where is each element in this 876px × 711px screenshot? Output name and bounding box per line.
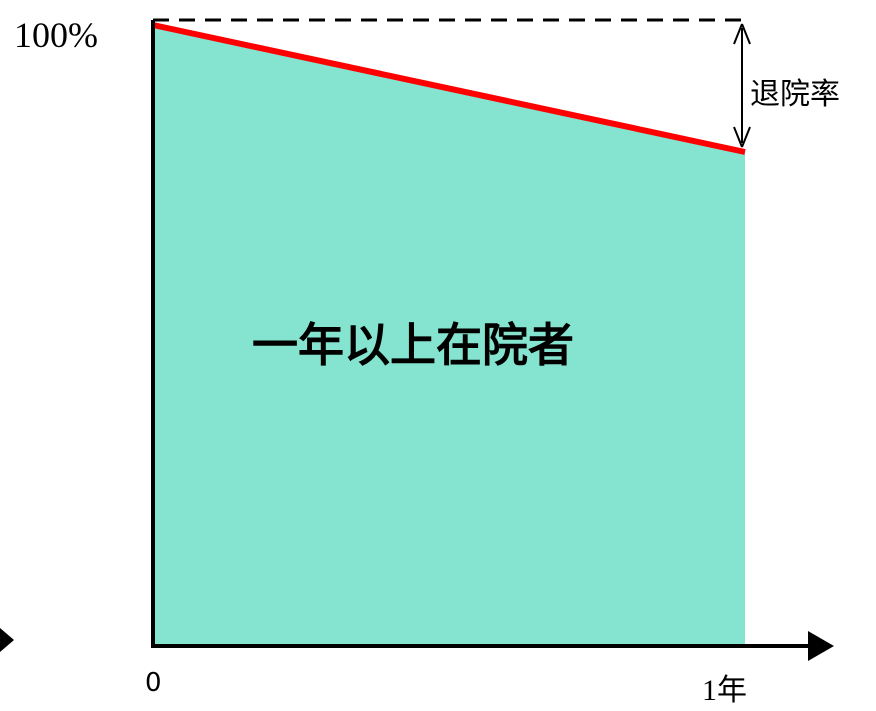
arrow-head-up-icon xyxy=(733,23,751,45)
x-origin-label: 0 xyxy=(145,668,162,698)
arrow-head-down-icon xyxy=(733,126,751,148)
x-axis-arrow-icon xyxy=(808,631,834,661)
retained-area xyxy=(153,25,745,646)
left-edge-arrow-icon xyxy=(0,628,14,652)
area-label: 一年以上在院者 xyxy=(252,318,574,372)
decline-line xyxy=(152,22,746,155)
y-top-label: 100% xyxy=(14,15,98,55)
x-end-label: 1年 xyxy=(702,674,747,707)
gap-label: 退院率 xyxy=(750,77,840,112)
